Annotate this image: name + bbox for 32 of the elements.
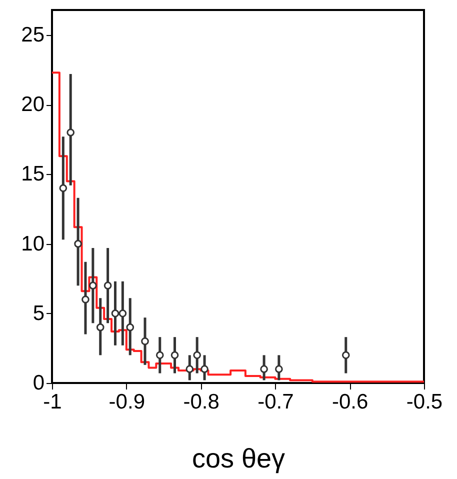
x-tick-label: -0.9 — [108, 390, 145, 414]
point — [126, 323, 134, 332]
point — [342, 351, 350, 360]
y-tick-label: 20 — [21, 93, 44, 116]
y-tick-label: 25 — [21, 24, 44, 47]
x-axis-title: cos θeγ — [192, 444, 286, 474]
x-tick-label: -1 — [43, 390, 62, 414]
point — [96, 323, 104, 332]
x-tick-label: -0.6 — [332, 390, 368, 414]
point — [200, 365, 208, 373]
point — [82, 296, 90, 304]
x-tick-label: -0.8 — [183, 390, 220, 414]
y-tick-label: 15 — [21, 162, 44, 186]
x-tick-label: -0.5 — [406, 390, 443, 414]
x-tick-label: -0.7 — [258, 390, 294, 414]
y-tick-label: 0 — [32, 372, 44, 394]
point — [104, 282, 112, 290]
point — [193, 351, 201, 360]
point — [74, 240, 82, 248]
point — [186, 365, 194, 373]
point — [170, 351, 179, 360]
y-tick-label: 5 — [32, 302, 44, 325]
point — [275, 365, 283, 373]
y-tick-label: 10 — [21, 232, 44, 256]
point — [66, 128, 75, 136]
point — [111, 310, 120, 318]
point — [141, 337, 149, 346]
point — [156, 351, 164, 360]
point — [260, 365, 268, 373]
point — [118, 310, 127, 318]
point — [59, 184, 68, 192]
point — [89, 282, 97, 290]
